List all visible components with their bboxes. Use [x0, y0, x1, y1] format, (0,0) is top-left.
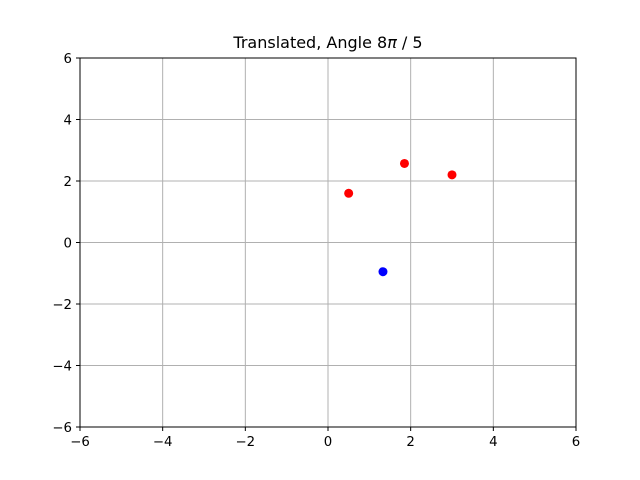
chart-title-suffix: / 5 [397, 33, 423, 52]
x-tick-label: −4 [153, 435, 173, 450]
chart-title-prefix: Translated, Angle 8 [232, 33, 387, 52]
y-tick-label: −6 [52, 421, 72, 436]
chart-title-symbol: π [387, 33, 397, 52]
x-tick-label: 6 [572, 435, 580, 450]
x-tick-label: −6 [70, 435, 90, 450]
x-tick-label: 0 [324, 435, 332, 450]
y-tick-label: 6 [64, 52, 72, 67]
y-tick-label: −4 [52, 360, 72, 375]
ticks-layer: −6 −4 −2 0 2 4 6 −6 −4 −2 0 2 4 6 [52, 52, 580, 450]
y-tick-label: 2 [64, 175, 72, 190]
y-tick-label: 4 [64, 114, 72, 129]
blue-point [378, 267, 388, 277]
x-tick-label: −2 [236, 435, 256, 450]
y-tick-label: −2 [52, 298, 72, 313]
chart-title: Translated, Angle 8π / 5 [232, 33, 422, 52]
y-tick-label: 0 [64, 237, 72, 252]
red-point [447, 170, 457, 180]
scatter-marks [344, 158, 457, 277]
x-tick-label: 2 [406, 435, 414, 450]
red-point [344, 188, 354, 198]
x-tick-label: 4 [489, 435, 497, 450]
red-point [399, 158, 409, 168]
